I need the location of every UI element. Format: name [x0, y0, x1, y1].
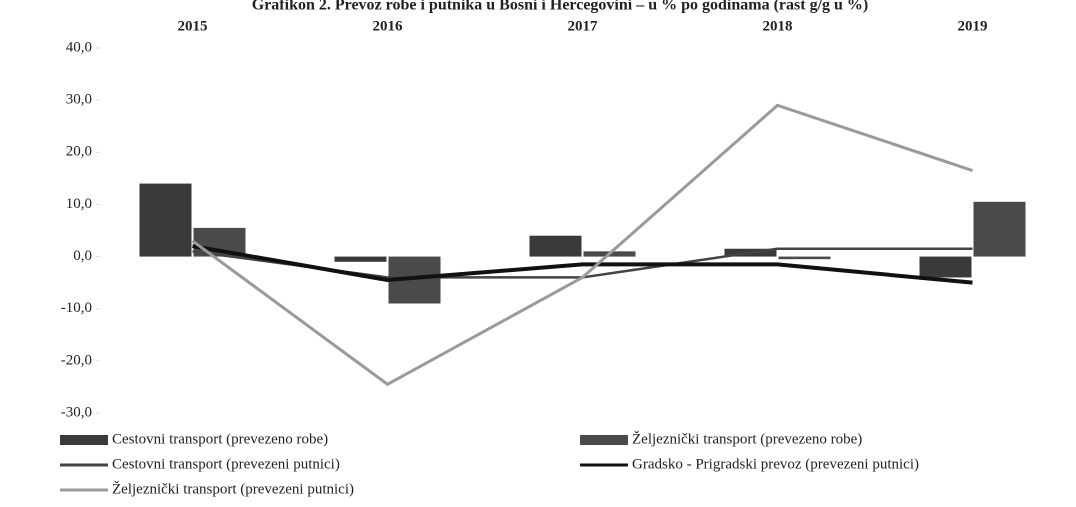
line	[192, 244, 973, 285]
x-tick-label: 2018	[763, 18, 793, 34]
legend-swatch	[60, 435, 108, 445]
legend-swatch	[580, 435, 628, 445]
y-tick-label: 40,0	[66, 39, 92, 55]
bar	[919, 256, 972, 278]
y-tick-label: -30,0	[61, 404, 92, 420]
legend-label: Cestovni transport (prevezeni putnici)	[112, 456, 340, 472]
bar	[973, 201, 1026, 257]
legend-label: Željeznički transport (prevezeni putnici…	[112, 480, 354, 497]
bar	[529, 235, 582, 257]
line	[191, 103, 973, 387]
x-tick-label: 2019	[958, 18, 988, 34]
y-tick-label: 0,0	[73, 248, 92, 264]
legend-label: Gradsko - Prigradski prevoz (prevezeni p…	[632, 456, 919, 472]
y-tick-label: 20,0	[66, 144, 92, 160]
x-tick-label: 2017	[568, 18, 599, 34]
y-tick-label: 10,0	[66, 196, 92, 212]
y-tick-label: 30,0	[66, 92, 92, 108]
chart-title: Grafikon 2. Prevoz robe i putnika u Bosn…	[252, 0, 869, 14]
y-tick-label: -10,0	[61, 300, 92, 316]
x-tick-label: 2016	[373, 18, 404, 34]
legend-label: Cestovni transport (prevezeno robe)	[112, 431, 328, 447]
legend-label: Željeznički transport (prevezeno robe)	[632, 430, 862, 447]
bar	[334, 256, 387, 262]
bar	[139, 183, 192, 257]
y-tick-label: -20,0	[61, 352, 92, 368]
x-tick-label: 2015	[178, 18, 208, 34]
bar	[778, 256, 831, 260]
